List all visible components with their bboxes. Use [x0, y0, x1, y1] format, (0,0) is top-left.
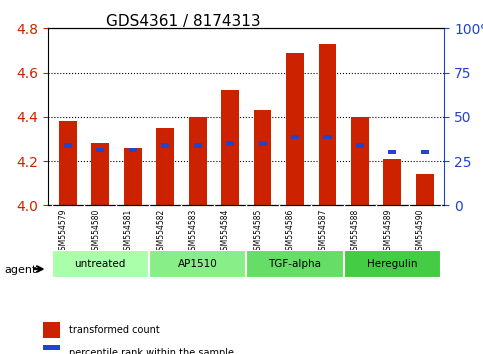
- Bar: [156, 128, 174, 205]
- Bar: [356, 143, 364, 148]
- Text: GSM554580: GSM554580: [91, 209, 100, 255]
- Text: percentile rank within the sample: percentile rank within the sample: [69, 348, 234, 354]
- Bar: [221, 90, 239, 205]
- Bar: [324, 135, 331, 139]
- FancyBboxPatch shape: [52, 250, 149, 278]
- Bar: [254, 110, 271, 205]
- Text: agent: agent: [5, 265, 37, 275]
- Text: GSM554584: GSM554584: [221, 209, 230, 255]
- Bar: [43, 345, 60, 354]
- Text: GSM554582: GSM554582: [156, 209, 165, 255]
- Text: GSM554587: GSM554587: [318, 209, 327, 255]
- Bar: [128, 148, 137, 152]
- Text: TGF-alpha: TGF-alpha: [269, 259, 322, 269]
- FancyBboxPatch shape: [246, 250, 344, 278]
- Text: GSM554590: GSM554590: [416, 209, 425, 255]
- Bar: [124, 148, 142, 205]
- Bar: [161, 143, 169, 148]
- Bar: [319, 44, 337, 205]
- Bar: [421, 150, 429, 154]
- FancyBboxPatch shape: [149, 250, 246, 278]
- Bar: [388, 150, 397, 154]
- Bar: [226, 141, 234, 145]
- Bar: [91, 143, 109, 205]
- Bar: [286, 53, 304, 205]
- Text: GSM554585: GSM554585: [254, 209, 263, 255]
- Bar: [64, 143, 72, 148]
- Bar: [43, 322, 60, 338]
- Text: GSM554588: GSM554588: [351, 209, 360, 255]
- Text: AP1510: AP1510: [178, 259, 217, 269]
- Bar: [59, 121, 77, 205]
- Bar: [96, 148, 104, 152]
- Text: GSM554579: GSM554579: [59, 209, 68, 255]
- Bar: [384, 159, 401, 205]
- Text: transformed count: transformed count: [69, 325, 159, 335]
- FancyBboxPatch shape: [344, 250, 441, 278]
- Text: GSM554583: GSM554583: [189, 209, 198, 255]
- Text: Heregulin: Heregulin: [367, 259, 418, 269]
- Text: GSM554581: GSM554581: [124, 209, 133, 255]
- Bar: [258, 141, 267, 145]
- Bar: [416, 175, 434, 205]
- Text: GSM554586: GSM554586: [286, 209, 295, 255]
- Bar: [189, 117, 207, 205]
- Bar: [291, 135, 299, 139]
- Text: GDS4361 / 8174313: GDS4361 / 8174313: [106, 14, 261, 29]
- Bar: [351, 117, 369, 205]
- Text: untreated: untreated: [74, 259, 126, 269]
- Bar: [194, 143, 201, 148]
- Text: GSM554589: GSM554589: [384, 209, 392, 255]
